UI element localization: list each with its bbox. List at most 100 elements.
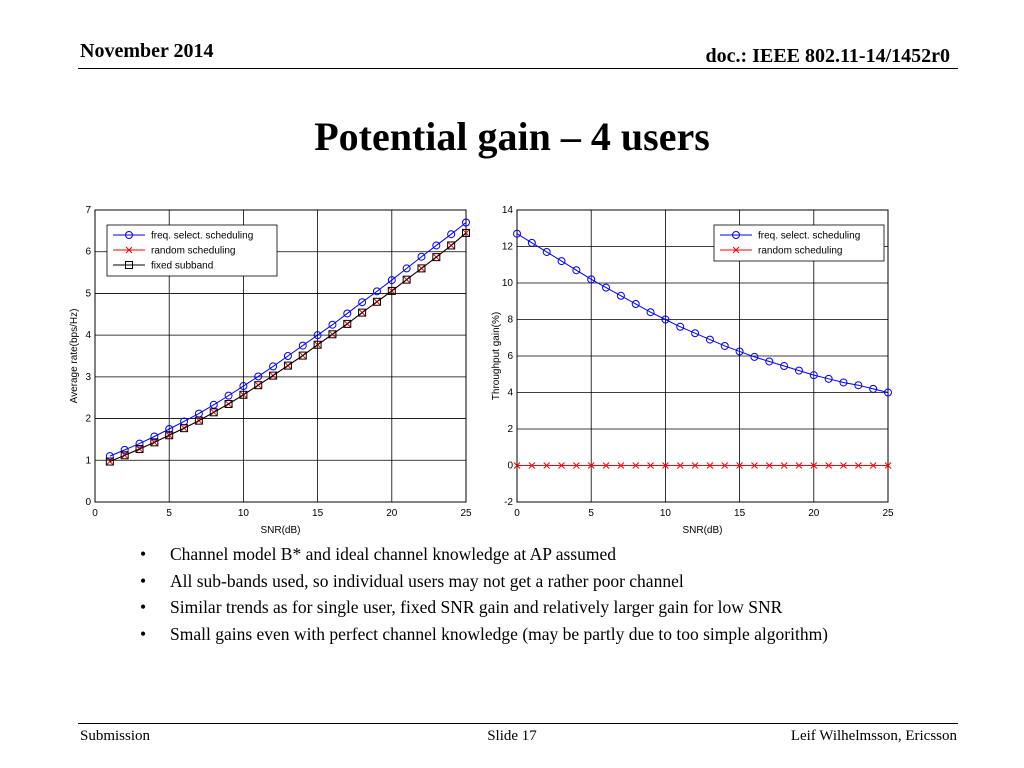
data-point xyxy=(809,371,818,380)
y-tick-label: 0 xyxy=(507,461,513,472)
data-point xyxy=(239,382,248,391)
data-point xyxy=(462,218,470,227)
data-point xyxy=(705,335,714,344)
data-point xyxy=(135,445,144,454)
data-point xyxy=(283,352,292,360)
data-point xyxy=(839,378,848,387)
series-random-scheduling xyxy=(513,462,892,469)
y-tick-label: 4 xyxy=(85,330,91,341)
footer-slide-number: Slide 17 xyxy=(487,728,537,744)
data-point xyxy=(884,388,892,397)
x-tick-label: 0 xyxy=(92,508,98,519)
data-point xyxy=(298,341,307,350)
y-tick-label: 6 xyxy=(507,351,513,362)
data-point xyxy=(150,432,159,441)
x-tick-label: 15 xyxy=(734,508,746,519)
x-tick-label: 10 xyxy=(660,508,672,519)
bullet-text: Small gains even with perfect channel kn… xyxy=(170,623,829,644)
data-point xyxy=(691,462,699,469)
data-point xyxy=(209,400,218,409)
x-tick-label: 5 xyxy=(166,508,172,519)
data-point xyxy=(735,347,744,356)
data-point xyxy=(720,341,729,350)
data-point xyxy=(358,298,367,307)
data-point xyxy=(209,408,218,417)
data-point xyxy=(180,424,189,433)
data-point xyxy=(661,315,670,324)
data-point xyxy=(283,361,292,370)
data-point xyxy=(602,283,611,292)
y-tick-label: -2 xyxy=(504,497,513,508)
data-point xyxy=(120,451,129,460)
data-point xyxy=(165,425,174,433)
bullet-marker: • xyxy=(140,623,147,644)
legend-label: random scheduling xyxy=(151,246,236,257)
data-point xyxy=(810,462,818,469)
y-tick-label: 6 xyxy=(85,247,91,258)
data-point xyxy=(165,431,174,440)
data-point xyxy=(631,299,640,308)
data-point xyxy=(721,462,729,469)
bullet-item: • Channel model B* and ideal channel know… xyxy=(140,541,828,568)
y-tick-label: 8 xyxy=(507,315,513,326)
data-point xyxy=(313,340,322,349)
data-point xyxy=(646,308,655,317)
data-point xyxy=(573,462,580,469)
footer-submission: Submission xyxy=(80,728,151,744)
data-point xyxy=(780,462,788,469)
bullet-text: All sub-bands used, so individual users … xyxy=(170,570,684,591)
data-point xyxy=(417,264,426,273)
slide-title: Potential gain – 4 users xyxy=(314,114,710,159)
data-point xyxy=(869,384,878,393)
data-point xyxy=(706,462,714,469)
series-fixed-subband xyxy=(105,228,470,466)
bullet-text: Similar trends as for single user, fixed… xyxy=(170,597,783,617)
data-point xyxy=(765,462,773,469)
data-point xyxy=(602,462,610,469)
data-point xyxy=(313,331,322,340)
header-date: November 2014 xyxy=(80,40,214,62)
chart-svg: 0 5 10 15 20 25-202468101214SNR(dB)Throughput… xyxy=(491,205,894,536)
x-tick-label: 0 xyxy=(514,508,520,519)
data-point xyxy=(372,297,381,306)
data-point xyxy=(402,275,411,284)
data-point xyxy=(884,462,892,469)
data-point xyxy=(632,462,640,469)
data-point xyxy=(616,291,625,300)
legend-label: fixed subband xyxy=(151,261,213,272)
data-point xyxy=(447,230,456,239)
data-point xyxy=(854,381,863,390)
legend-label: freq. select. scheduling xyxy=(151,231,253,242)
data-point xyxy=(572,266,581,275)
data-point xyxy=(120,445,129,454)
data-point xyxy=(328,320,337,329)
data-point xyxy=(125,261,133,269)
bullet-item: • All sub-bands used, so individual users… xyxy=(140,568,828,595)
data-point xyxy=(387,276,396,285)
data-point xyxy=(513,229,521,238)
plot-frame xyxy=(94,209,467,503)
y-tick-label: 2 xyxy=(85,414,91,425)
data-point xyxy=(795,462,803,469)
bullet-marker: • xyxy=(140,597,147,617)
y-tick-label: 14 xyxy=(502,205,514,216)
data-point xyxy=(732,246,740,254)
data-point xyxy=(617,462,625,469)
data-point xyxy=(125,246,133,254)
bullet-list: • Channel model B* and ideal channel know… xyxy=(140,541,828,647)
data-point xyxy=(254,381,263,390)
data-point xyxy=(358,308,367,317)
data-point xyxy=(269,362,278,371)
data-point xyxy=(869,462,877,469)
footer-divider xyxy=(78,723,958,724)
data-point xyxy=(794,366,803,375)
data-point xyxy=(269,371,278,380)
data-point xyxy=(328,330,337,339)
x-axis-label: SNR(dB) xyxy=(260,525,300,536)
legend-label: random scheduling xyxy=(758,246,843,257)
data-point xyxy=(105,457,114,466)
data-point xyxy=(402,264,411,273)
data-point xyxy=(751,462,758,469)
data-point xyxy=(125,231,133,239)
data-point xyxy=(224,391,233,400)
